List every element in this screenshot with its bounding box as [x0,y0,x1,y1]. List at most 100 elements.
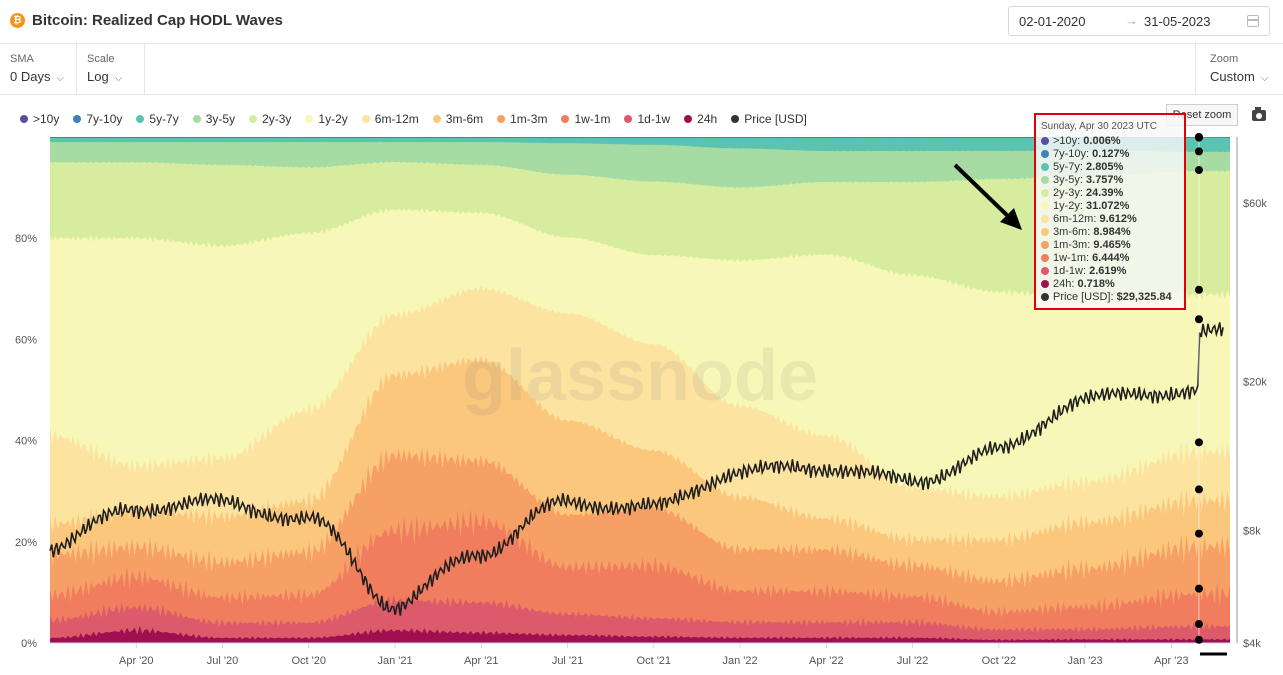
legend-dot-icon [192,115,201,123]
tooltip-value: 9.612% [1099,213,1137,225]
tooltip-value: 3.757% [1086,174,1124,186]
legend-item[interactable]: 1d-1w [624,112,670,126]
sma-select[interactable]: SMA 0 Days ⌵ [0,44,77,95]
legend-item[interactable]: 5y-7y [136,112,179,126]
tooltip-row: 5y-7y: 2.805% [1041,161,1184,174]
chevron-down-icon: ⌵ [56,73,65,84]
tooltip-value: 0.127% [1092,148,1130,160]
calendar-icon[interactable] [1247,15,1259,27]
date-range-picker[interactable]: 02-01-2020 → 31-05-2023 [1008,6,1270,36]
series-marker [1194,285,1203,294]
series-marker [1194,166,1203,175]
legend-dot-icon [684,115,693,123]
tooltip-label: 3m-6m: [1053,226,1094,238]
header: ₿ Bitcoin: Realized Cap HODL Waves 02-01… [0,0,1283,44]
legend-dot-icon [73,115,82,123]
series-dot-icon [1041,215,1049,223]
tooltip-title: Sunday, Apr 30 2023 UTC [1041,121,1157,132]
tooltip-row: 2y-3y: 24.39% [1041,187,1184,200]
tooltip-row: 24h: 0.718% [1041,278,1184,291]
series-dot-icon [1041,189,1049,197]
tooltip-label: Price [USD]: [1053,291,1117,303]
chevron-down-icon: ⌵ [114,73,123,84]
legend-dot-icon [136,115,145,123]
scale-select[interactable]: Scale Log ⌵ [77,44,145,95]
scale-value: Log [87,69,109,84]
series-marker [1194,485,1203,494]
zoom-value: Custom [1210,69,1255,84]
bitcoin-icon: ₿ [10,13,25,28]
price-line-group [49,322,1224,616]
controls-bar: SMA 0 Days ⌵ Scale Log ⌵ Zoom Custom ⌵ [0,44,1283,95]
tooltip-row: 7y-10y: 0.127% [1041,148,1184,161]
tooltip-row: 6m-12m: 9.612% [1041,213,1184,226]
camera-icon[interactable] [1252,107,1266,121]
series-marker [1194,133,1203,141]
legend-item[interactable]: 24h [684,112,717,126]
legend-label: 7y-10y [86,112,123,126]
y-right-tick-label: $8k [1243,525,1261,537]
x-tick-label: Oct '22 [982,655,1017,667]
series-dot-icon [1041,150,1049,158]
series-dot-icon [1041,254,1049,262]
tooltip-row: 3y-5y: 3.757% [1041,174,1184,187]
watermark: glassnode [462,336,818,416]
legend-item[interactable]: 1m-3m [497,112,547,126]
series-dot-icon [1041,241,1049,249]
tooltip-value: 6.444% [1092,252,1130,264]
x-tick-label: Oct '20 [292,655,327,667]
tooltip-row: >10y: 0.006% [1041,135,1184,148]
zoom-select[interactable]: Zoom Custom ⌵ [1195,44,1283,95]
legend-item[interactable]: 1y-2y [305,112,348,126]
x-tick-label: Jul '20 [207,655,238,667]
tooltip-row: Price [USD]: $29,325.84 [1041,291,1184,304]
legend-label: 3y-5y [205,112,236,126]
zoom-label: Zoom [1210,53,1239,65]
legend-item[interactable]: 7y-10y [73,112,122,126]
price-line [49,322,1224,616]
y-right-tick-label: $20k [1243,376,1267,388]
y-right-tick-label: $60k [1243,198,1267,210]
sma-value: 0 Days [10,69,51,84]
tooltip-value: 8.984% [1093,226,1131,238]
date-end-input[interactable]: 31-05-2023 [1144,14,1211,29]
legend-dot-icon [731,115,740,123]
band-1d-1w [50,594,1230,643]
legend-item[interactable]: Price [USD] [731,112,807,126]
tooltip-label: 1d-1w: [1053,265,1090,277]
tooltip-label: 24h: [1053,278,1078,290]
arrow-right-icon: → [1125,13,1138,28]
tooltip-label: 2y-3y: [1053,187,1087,199]
series-marker [1194,584,1203,593]
tooltip-row: 1w-1m: 6.444% [1041,252,1184,265]
legend-label: 1d-1w [637,112,671,126]
tooltip-label: 3y-5y: [1053,174,1087,186]
legend-dot-icon [20,115,28,123]
x-tick-label: Jul '21 [552,655,583,667]
y-tick-label: 20% [15,537,37,549]
tooltip-rows: >10y: 0.006% 7y-10y: 0.127% 5y-7y: 2.805% 3… [1041,135,1184,304]
legend-label: 24h [697,112,718,126]
legend-label: 5y-7y [149,112,179,126]
tooltip-label: 7y-10y: [1053,148,1093,160]
x-tick-label: Jan '22 [722,655,757,667]
annotations [953,133,1227,656]
x-tick-label: Jan '21 [377,655,412,667]
legend-item[interactable]: 1w-1m [561,112,610,126]
legend-item[interactable]: 3m-6m [432,112,483,126]
legend-item[interactable]: >10y [20,112,59,126]
series-dot-icon [1041,176,1049,184]
date-start-input[interactable]: 02-01-2020 [1019,14,1086,29]
tooltip-label: 5y-7y: [1053,161,1087,173]
axes: 0% 20% 40% 60% 80% $4k $8k $20k $60k Apr '20 Jul '… [15,137,1267,667]
y-tick-label: 60% [15,334,37,346]
annotation-arrow-shaft [953,163,1014,222]
legend-label: 1m-3m [510,112,548,126]
tooltip-row: 1y-2y: 31.072% [1041,200,1184,213]
legend-item[interactable]: 6m-12m [361,112,419,126]
legend-label: 1w-1m [574,112,611,126]
series-dot-icon [1041,137,1049,145]
legend-item[interactable]: 3y-5y [192,112,236,126]
legend-item[interactable]: 2y-3y [249,112,291,126]
series-dot-icon [1041,280,1049,288]
